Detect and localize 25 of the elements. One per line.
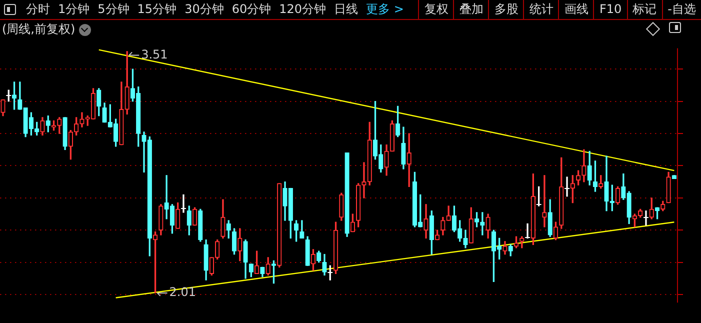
annotation: 3.51 xyxy=(141,47,168,62)
text: 标记 xyxy=(626,0,662,19)
text: 更多 > xyxy=(365,1,405,18)
text: 60分钟 xyxy=(230,1,272,18)
text: 统计 xyxy=(523,0,558,19)
candlestick xyxy=(564,176,570,197)
text: 分时 xyxy=(25,1,51,18)
annotation: 2.01 xyxy=(169,285,196,300)
text: 复权 xyxy=(418,0,454,19)
candlestick xyxy=(524,223,531,239)
candlestick xyxy=(542,175,547,228)
text: 画线 xyxy=(558,0,594,19)
text: -自选 xyxy=(662,0,701,19)
chart-title: (周线,前复权) xyxy=(2,21,76,38)
candlestick xyxy=(180,194,186,213)
text: 120分钟 xyxy=(278,1,328,18)
text: 日线 xyxy=(333,1,360,18)
text: 30分钟 xyxy=(184,1,225,18)
text: 叠加 xyxy=(453,0,488,19)
text: 多股 xyxy=(488,0,524,19)
text: 1分钟 xyxy=(57,1,91,18)
text: 15分钟 xyxy=(136,1,178,18)
candlestick xyxy=(642,210,649,226)
text: 5分钟 xyxy=(96,1,130,18)
text: F10 xyxy=(593,0,627,19)
